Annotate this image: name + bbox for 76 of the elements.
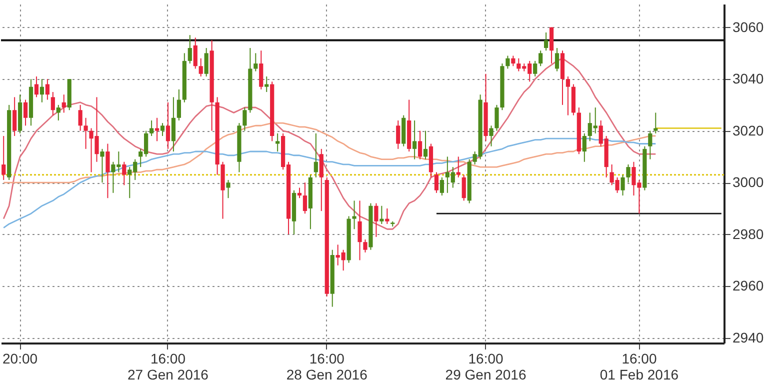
candlestick — [2, 135, 6, 180]
candlestick — [264, 76, 269, 92]
candlestick — [154, 117, 160, 142]
candlestick — [204, 47, 208, 77]
candlestick — [566, 76, 570, 116]
candlestick — [549, 26, 554, 64]
candlestick — [380, 205, 384, 224]
candlestick — [314, 132, 318, 178]
candlestick — [276, 132, 280, 152]
candlestick — [40, 78, 44, 103]
candlestick — [259, 50, 264, 90]
candlestick — [385, 208, 390, 224]
candlestick — [23, 99, 28, 126]
y-tick-label: 3040 — [732, 70, 764, 87]
x-tick-label: 16:00 27 Gen 2016 — [128, 350, 209, 382]
candlestick — [166, 102, 170, 150]
candlestick — [582, 132, 586, 162]
candlestick — [198, 58, 203, 77]
candlestick — [45, 78, 50, 100]
candlestick — [188, 34, 192, 64]
candlestick — [489, 125, 494, 147]
x-tick-label: 16:00 01 Feb 2016 — [600, 350, 679, 382]
candlestick — [302, 182, 308, 214]
candlestick — [34, 76, 39, 98]
candlestick — [626, 164, 630, 184]
candlestick — [434, 172, 439, 194]
candlestick — [62, 94, 66, 114]
x-tick-label: 16:00 28 Gen 2016 — [286, 350, 368, 382]
candlestick — [50, 91, 55, 116]
candlestick — [193, 37, 198, 70]
y-tick-label: 2980 — [732, 226, 764, 242]
candlestick — [412, 120, 417, 160]
candlestick — [544, 32, 548, 52]
candlestick — [554, 47, 560, 72]
candlestick — [533, 60, 538, 77]
candlestick — [242, 107, 247, 132]
candlestick — [358, 200, 362, 261]
candlestick — [423, 130, 428, 160]
line-series — [2, 122, 656, 184]
candlestick — [363, 238, 368, 253]
y-tick-label: 2940 — [732, 329, 764, 346]
candlestick — [78, 104, 82, 132]
candlestick — [297, 187, 302, 199]
x-tick-label: 20:00 — [2, 350, 38, 366]
candlestick — [374, 202, 378, 238]
candlestick — [176, 88, 181, 121]
candlestick — [494, 104, 499, 132]
candlestick — [160, 122, 165, 136]
candlestick — [56, 104, 60, 121]
y-tick-label: 3020 — [732, 122, 764, 138]
candlestick — [440, 176, 444, 196]
y-tick-label: 3060 — [732, 18, 764, 35]
candlestick — [396, 120, 400, 150]
candlestick — [254, 52, 258, 72]
candlestick — [538, 50, 543, 67]
candlestick — [620, 174, 625, 196]
candlestick — [654, 112, 658, 134]
candlestick — [418, 130, 422, 160]
candlestick — [226, 179, 230, 199]
y-tick-label: 3000 — [732, 174, 764, 190]
candlestick — [456, 156, 460, 178]
candlestick — [100, 148, 104, 184]
y-tick-label: 2960 — [732, 278, 764, 294]
candlestick — [462, 174, 466, 202]
candlestick — [106, 143, 110, 199]
candlestick — [511, 55, 516, 67]
candlestick — [319, 148, 324, 212]
candlestick — [506, 55, 510, 70]
candlestick — [171, 96, 176, 152]
candlestick — [122, 161, 126, 186]
candlestick — [648, 130, 652, 160]
candlestick — [352, 200, 356, 230]
x-tick-label: 16:00 29 Gen 2016 — [445, 350, 526, 382]
candlestick — [84, 117, 88, 150]
candlestick — [149, 120, 154, 136]
candlestick — [12, 96, 17, 136]
